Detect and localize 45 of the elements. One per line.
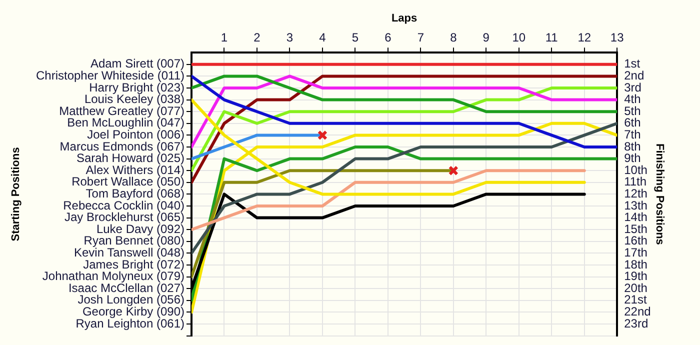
y2-tick-label: 2nd [624, 68, 644, 83]
x-tick-label: 1 [220, 30, 228, 45]
y2-tick-label: 12th [624, 186, 648, 201]
x-tick-label: 9 [482, 30, 490, 45]
y2-tick-label: 5th [624, 104, 641, 118]
x-tick-label: 5 [352, 30, 359, 45]
y2-tick-label: 4th [624, 92, 641, 106]
y2-tick-label: 8th [624, 139, 641, 154]
category-label: Joel Pointon (006) [87, 128, 185, 142]
category-label: Adam Sirett (007) [90, 56, 185, 71]
x-tick-label: 6 [384, 30, 392, 45]
y2-tick-label: 3rd [624, 80, 642, 94]
y2-tick-label: 11th [624, 174, 647, 189]
y2-tick-label: 17th [624, 246, 648, 260]
y2-tick-label: 23rd [624, 316, 648, 330]
y2-axis-title: Finishing Positions [653, 143, 666, 245]
y2-tick-label: 10th [624, 162, 648, 177]
category-label: Tom Bayford (068) [86, 186, 185, 201]
y2-tick-label: 15th [624, 222, 648, 236]
x-tick-label: 4 [319, 30, 326, 45]
x-tick-label: 13 [610, 30, 624, 45]
y2-tick-label: 19th [624, 269, 648, 284]
y2-tick-label: 21st [624, 292, 648, 307]
y2-tick-label: 9th [624, 151, 641, 166]
y2-tick-label: 6th [624, 116, 641, 130]
y2-tick-label: 1st [624, 56, 641, 71]
y2-tick-label: 20th [624, 280, 648, 295]
x-tick-label: 12 [578, 30, 592, 45]
y2-tick-label: 13th [624, 198, 648, 212]
x-tick-label: 10 [512, 30, 526, 45]
y2-tick-label: 22nd [624, 304, 651, 319]
category-label: Christopher Whiteside (011) [36, 68, 185, 83]
category-label: Kevin Tanswell (048) [74, 246, 185, 260]
x-axis-title: Laps [391, 12, 418, 25]
x-tick-label: 2 [254, 30, 261, 45]
x-tick-label: 7 [417, 30, 424, 45]
x-tick-label: 11 [545, 30, 558, 45]
y2-tick-label: 18th [624, 257, 648, 272]
x-tick-label: 3 [286, 30, 294, 45]
x-tick-label: 8 [450, 30, 458, 45]
category-label: George Kirby (090) [82, 304, 185, 319]
y2-tick-label: 14th [624, 210, 648, 224]
y2-tick-label: 16th [624, 234, 648, 248]
y2-tick-label: 7th [624, 128, 641, 142]
text: Starting Positions [10, 147, 22, 242]
